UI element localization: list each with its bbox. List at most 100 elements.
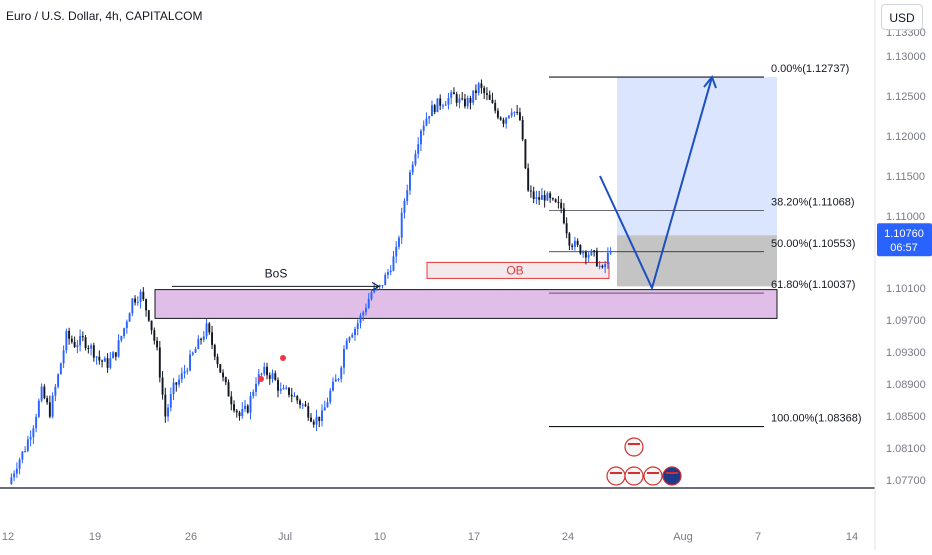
candle-body xyxy=(15,468,18,474)
candle-body xyxy=(378,285,381,287)
eu-flag-icon xyxy=(662,466,682,486)
candle-body xyxy=(54,386,57,396)
currency-button[interactable]: USD xyxy=(881,4,923,30)
candle-body xyxy=(474,90,477,94)
candle-body xyxy=(274,373,277,381)
candle-body xyxy=(235,410,238,413)
fib-level-label: 100.00%(1.08368) xyxy=(771,413,862,425)
candle-body xyxy=(268,375,271,379)
candle-body xyxy=(318,416,321,422)
candle-body xyxy=(422,125,425,131)
candle-body xyxy=(441,105,444,107)
candle-body xyxy=(101,360,104,362)
flag-stripe-icon xyxy=(647,472,659,474)
candle-body xyxy=(59,363,62,375)
candle-body xyxy=(238,412,241,417)
candle-body xyxy=(565,223,568,234)
candle-body xyxy=(370,292,373,300)
candle-body xyxy=(109,358,112,368)
candle-body xyxy=(183,371,186,374)
candle-body xyxy=(18,459,21,469)
candle-body xyxy=(540,195,543,200)
candle-body xyxy=(494,102,497,111)
candle-body xyxy=(301,404,304,406)
time-tick-label: 26 xyxy=(185,531,197,543)
price-tick-label: 1.07700 xyxy=(886,475,926,487)
candle-body xyxy=(213,344,216,357)
candle-body xyxy=(573,240,576,247)
candle-body xyxy=(365,308,367,313)
time-tick-label: 19 xyxy=(89,531,101,543)
time-tick-label: 14 xyxy=(846,531,858,543)
price-tick-label: 1.08100 xyxy=(886,443,926,455)
candle-body xyxy=(472,90,475,103)
candle-body xyxy=(381,285,384,287)
candle-body xyxy=(606,253,609,264)
candle-body xyxy=(389,270,392,273)
time-tick-label: 10 xyxy=(374,531,386,543)
risk-zone xyxy=(617,235,777,287)
candle-body xyxy=(271,373,274,379)
fib-level-label: 50.00%(1.10553) xyxy=(771,238,855,250)
candle-body xyxy=(587,254,590,258)
candle-body xyxy=(554,199,557,202)
price-tick-label: 1.12000 xyxy=(886,131,926,143)
candle-body xyxy=(505,117,508,124)
candle-body xyxy=(90,345,93,349)
candle-body xyxy=(285,387,288,389)
candle-body xyxy=(598,265,601,267)
candle-body xyxy=(463,98,466,107)
signal-marker xyxy=(258,376,264,382)
target-zone xyxy=(617,77,777,236)
candle-body xyxy=(205,323,208,337)
candle-body xyxy=(167,407,170,417)
candle-body xyxy=(125,321,128,329)
candle-body xyxy=(362,312,365,316)
candle-body xyxy=(348,337,351,341)
candle-body xyxy=(216,356,219,365)
candle-body xyxy=(403,200,406,213)
candle-body xyxy=(549,193,552,199)
candle-body xyxy=(543,195,546,201)
candle-body xyxy=(384,274,387,286)
candle-body xyxy=(582,251,585,254)
us-flag-icon xyxy=(624,437,644,457)
candle-body xyxy=(337,378,340,380)
candle-body xyxy=(529,190,532,192)
price-tick-label: 1.11000 xyxy=(886,211,925,223)
candle-body xyxy=(252,391,255,397)
candle-body xyxy=(21,451,24,460)
candle-body xyxy=(194,349,197,353)
candle-body xyxy=(326,402,329,408)
candle-body xyxy=(400,212,403,238)
candle-body xyxy=(488,94,491,100)
candles-layer xyxy=(10,79,612,485)
candle-body xyxy=(191,352,194,355)
candle-body xyxy=(224,377,227,383)
candle-body xyxy=(387,272,389,275)
candle-body xyxy=(106,358,109,368)
time-tick-label: 17 xyxy=(468,531,480,543)
candle-body xyxy=(98,356,101,361)
candle-body xyxy=(296,396,299,401)
candle-body xyxy=(26,439,29,451)
candle-body xyxy=(452,92,455,95)
candle-body xyxy=(189,354,192,371)
candle-body xyxy=(288,387,290,395)
price-tick-label: 1.09700 xyxy=(886,315,926,327)
candle-body xyxy=(414,153,417,165)
annotations-layer: BoS xyxy=(172,75,717,486)
demand-zone xyxy=(154,289,778,319)
candle-body xyxy=(84,337,87,348)
candle-body xyxy=(521,119,524,140)
price-tick-label: 1.13300 xyxy=(886,27,926,39)
candle-body xyxy=(568,233,571,246)
candle-body xyxy=(450,92,453,98)
candle-body xyxy=(103,358,106,362)
projection-arrowhead xyxy=(703,75,717,89)
candle-body xyxy=(516,111,519,113)
candle-body xyxy=(392,256,395,271)
candle-body xyxy=(535,197,538,199)
